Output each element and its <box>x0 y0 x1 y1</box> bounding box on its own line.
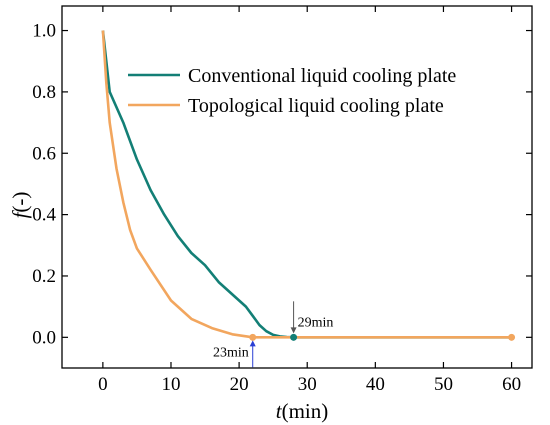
x-axis-label-unit: (min) <box>282 399 329 423</box>
y-tick-label: 1.0 <box>32 21 56 42</box>
annotation-label-23min: 23min <box>213 345 249 360</box>
y-tick-label: 0.2 <box>32 266 56 287</box>
y-axis-label: f(-) <box>8 192 32 219</box>
x-tick-label: 0 <box>98 374 108 395</box>
x-axis-label-var: t <box>276 399 283 423</box>
annotations: 29min 23min <box>213 301 334 368</box>
marker-topological <box>508 333 516 341</box>
plot-area <box>61 5 533 369</box>
y-tick-label: 0.0 <box>32 327 56 348</box>
marker-conventional-end <box>290 333 298 341</box>
annotation-arrowhead-29 <box>290 327 297 334</box>
annotation-arrowhead-23 <box>249 340 256 347</box>
x-tick-label: 20 <box>230 374 249 395</box>
x-tick-label: 10 <box>161 374 180 395</box>
plot-frame <box>61 5 533 369</box>
x-tick-label: 30 <box>298 374 317 395</box>
legend-label: Topological liquid cooling plate <box>188 95 444 117</box>
x-axis-label: t(min) <box>276 399 329 423</box>
axis-ticks: 0 10 20 30 40 50 60 0.0 0.2 0.4 0.6 0.8 1.0 <box>32 6 532 395</box>
legend-label: Conventional liquid cooling plate <box>188 65 456 87</box>
y-axis-label-unit: (-) <box>8 192 32 213</box>
x-tick-label: 40 <box>366 374 385 395</box>
marker-topological <box>249 333 257 341</box>
series-line-topological <box>101 30 512 339</box>
y-tick-label: 0.8 <box>32 82 56 103</box>
y-tick-label: 0.4 <box>32 205 56 226</box>
x-tick-label: 60 <box>502 374 521 395</box>
legend: Conventional liquid cooling plate Topolog… <box>128 65 456 117</box>
y-tick-label: 0.6 <box>32 143 56 164</box>
x-tick-label: 50 <box>434 374 453 395</box>
annotation-label-29min: 29min <box>298 315 334 330</box>
y-axis-label-var: f <box>8 209 32 218</box>
